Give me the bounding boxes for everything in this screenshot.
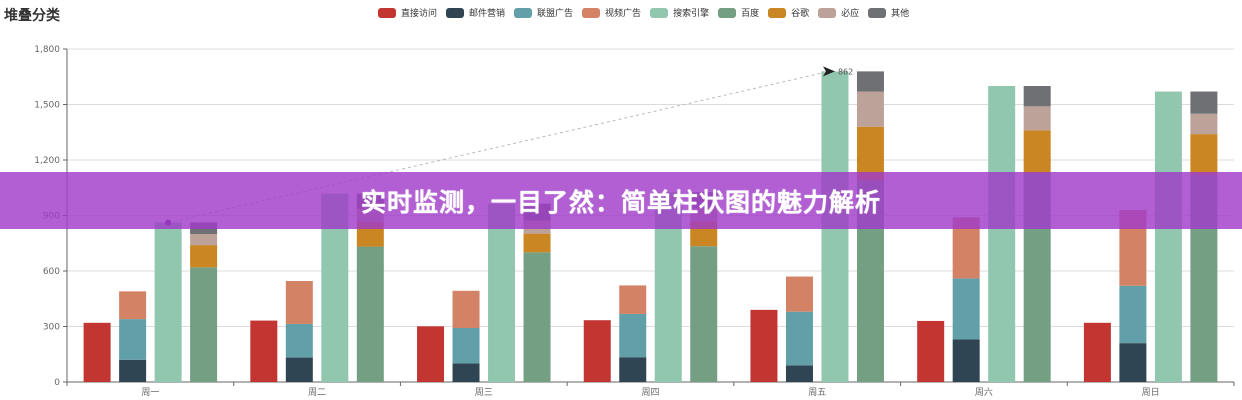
bar-segment[interactable] [190, 234, 218, 246]
legend-label: 其他 [891, 9, 910, 19]
legend-swatch-icon [818, 7, 837, 18]
bar-segment[interactable] [690, 246, 718, 382]
legend-swatch-icon [582, 7, 601, 18]
legend-item[interactable]: 视频广告 [582, 6, 641, 19]
bar-segment[interactable] [285, 323, 313, 358]
bar-segment[interactable] [785, 276, 813, 312]
x-tick-label: 周二 [308, 387, 326, 398]
x-tick-label: 周日 [1142, 387, 1160, 398]
y-tick-label: 1,500 [34, 101, 60, 111]
legend-label: 联盟广告 [537, 9, 574, 19]
bar-segment[interactable] [523, 233, 551, 253]
bar-segment[interactable] [190, 267, 218, 382]
x-tick-label: 周五 [808, 387, 826, 398]
legend-item[interactable]: 邮件营销 [446, 6, 505, 19]
mark-line-arrow-icon [822, 66, 835, 77]
bar-segment[interactable] [856, 71, 884, 92]
y-tick-label: 600 [43, 267, 60, 277]
bar-segment[interactable] [154, 222, 182, 382]
bar-segment[interactable] [250, 320, 278, 382]
legend-swatch-icon [718, 7, 737, 18]
x-tick-label: 周一 [141, 387, 159, 398]
legend-swatch-icon [768, 7, 787, 18]
legend-label: 邮件营销 [469, 9, 506, 19]
legend-item[interactable]: 谷歌 [768, 6, 809, 19]
bar-segment[interactable] [952, 339, 980, 382]
bar-segment[interactable] [785, 365, 813, 382]
bar-segment[interactable] [119, 359, 147, 382]
bar-segment[interactable] [1083, 322, 1111, 382]
y-tick-label: 0 [54, 378, 60, 388]
bar-segment[interactable] [1119, 343, 1147, 382]
bar-segment[interactable] [488, 203, 516, 382]
bar-segment[interactable] [1190, 134, 1218, 175]
legend-label: 百度 [741, 9, 760, 19]
mark-line-label: 862 [838, 67, 853, 76]
banner-text: 实时监测，一目了然：简单柱状图的魅力解析 [360, 187, 881, 217]
bar-segment[interactable] [285, 357, 313, 382]
bar-segment[interactable] [452, 290, 480, 328]
legend-item[interactable]: 联盟广告 [514, 6, 573, 19]
legend-label: 谷歌 [791, 9, 810, 19]
bar-segment[interactable] [619, 313, 647, 358]
bar-segment[interactable] [988, 86, 1016, 382]
y-tick-label: 1,200 [34, 156, 60, 166]
bar-segment[interactable] [583, 320, 611, 382]
bar-segment[interactable] [1190, 91, 1218, 114]
legend-swatch-icon [446, 7, 465, 18]
legend-item[interactable]: 百度 [718, 6, 759, 19]
bar-segment[interactable] [952, 278, 980, 340]
legend-swatch-icon [378, 7, 396, 18]
legend-swatch-icon [650, 7, 669, 18]
legend-item[interactable]: 必应 [818, 6, 859, 19]
chart-legend: 直接访问 邮件营销 联盟广告 视频广告 搜索引擎 百度 谷歌 必应 其他 [378, 6, 918, 19]
y-tick-label: 300 [43, 323, 60, 333]
bar-segment[interactable] [417, 326, 445, 382]
bar-segment[interactable] [1023, 130, 1051, 173]
legend-label: 必应 [841, 9, 860, 19]
bar-segment[interactable] [856, 91, 884, 127]
bar-segment[interactable] [750, 309, 778, 382]
legend-item[interactable]: 搜索引擎 [650, 6, 709, 19]
legend-swatch-icon [514, 7, 533, 18]
y-tick-label: 1,800 [34, 45, 60, 55]
bar-segment[interactable] [285, 280, 313, 324]
legend-item[interactable]: 其他 [868, 6, 909, 19]
bar-segment[interactable] [1154, 91, 1182, 383]
legend-label: 视频广告 [605, 9, 642, 19]
bar-segment[interactable] [1190, 113, 1218, 135]
bar-segment[interactable] [1023, 106, 1051, 131]
bar-segment[interactable] [523, 252, 551, 382]
bar-segment[interactable] [452, 363, 480, 382]
bar-segment[interactable] [619, 285, 647, 314]
bar-segment[interactable] [452, 327, 480, 364]
legend-swatch-icon [868, 7, 887, 18]
chart-title: 堆叠分类 [4, 8, 60, 24]
legend-label: 直接访问 [401, 9, 438, 19]
headline-banner: 实时监测，一目了然：简单柱状图的魅力解析 [0, 172, 1242, 229]
legend-item[interactable]: 直接访问 [378, 6, 437, 19]
bar-segment[interactable] [190, 245, 218, 268]
bar-segment[interactable] [119, 319, 147, 360]
bar-segment[interactable] [1119, 285, 1147, 344]
mark-line [167, 70, 830, 224]
bar-segment[interactable] [917, 320, 945, 382]
bar-segment[interactable] [119, 291, 147, 320]
legend-label: 搜索引擎 [673, 9, 710, 19]
bar-segment[interactable] [856, 126, 884, 181]
bar-segment[interactable] [1023, 86, 1051, 107]
bar-segment[interactable] [83, 322, 111, 382]
bar-segment[interactable] [619, 357, 647, 382]
bar-segment[interactable] [356, 246, 384, 382]
x-tick-label: 周六 [975, 386, 993, 398]
x-tick-label: 周四 [641, 387, 659, 398]
x-tick-label: 周三 [475, 387, 493, 398]
bar-segment[interactable] [785, 311, 813, 366]
